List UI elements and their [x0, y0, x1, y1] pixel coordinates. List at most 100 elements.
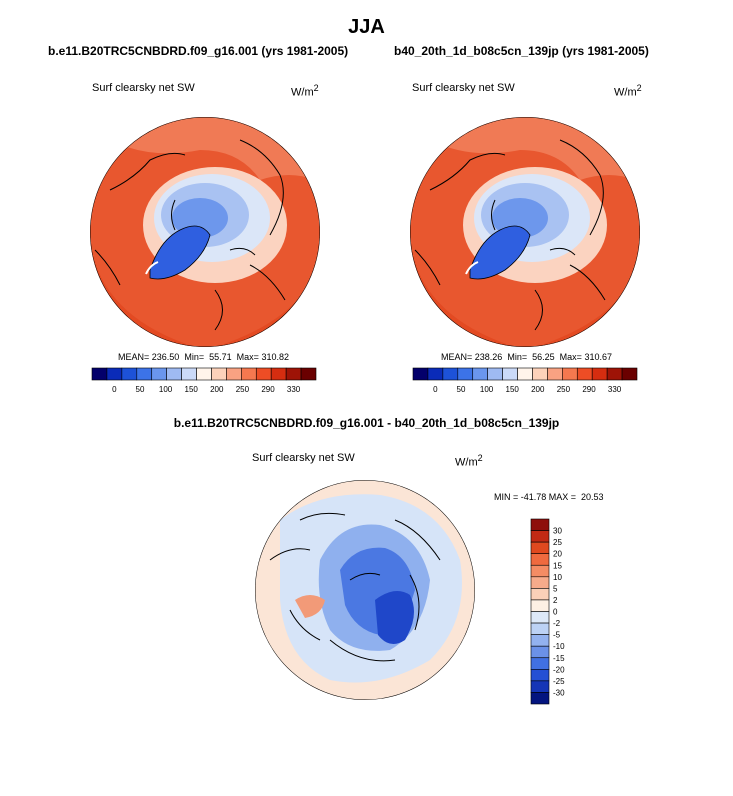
panel1-colorbar-box-4 — [151, 367, 167, 381]
panel1-colorbar-tick-2: 100 — [159, 385, 173, 394]
diff-colorbar-tick-3: 15 — [553, 561, 562, 570]
diff-variable: Surf clearsky net SW — [252, 452, 355, 464]
panel2-colorbar: 0 50 100 150 200 250 290 330 — [412, 367, 638, 394]
panel1-colorbar-box-13 — [285, 367, 302, 381]
panel2-colorbar-box-7 — [517, 367, 533, 381]
panel2-colorbar-tick-5: 250 — [557, 385, 571, 394]
panel2-colorbar-box-13 — [606, 367, 623, 381]
diff-colorbar-box-9 — [530, 622, 550, 635]
diff-colorbar-box-10 — [530, 634, 550, 647]
diff-warm-patch — [295, 595, 325, 618]
panel1-colorbar-box-5 — [166, 367, 182, 381]
diff-title: b.e11.B20TRC5CNBDRD.f09_g16.001 - b40_20… — [173, 416, 560, 430]
panel2-colorbar-box-12 — [591, 367, 608, 381]
diff-colorbar-tick-2: 20 — [553, 550, 562, 559]
panel2-colorbar-tick-6: 290 — [582, 385, 596, 394]
diff-colorbar-tick-10: -10 — [553, 642, 565, 651]
panel2-variable: Surf clearsky net SW — [412, 82, 515, 94]
panel1-coast-a — [109, 139, 286, 331]
panel2-colorbar-box-11 — [576, 367, 593, 381]
panel1-colorbar-tick-6: 290 — [261, 385, 275, 394]
panel1-colorbar-tick-4: 200 — [210, 385, 224, 394]
diff-colorbar-box-4 — [530, 564, 550, 578]
diff-colorbar-box-3 — [530, 553, 550, 566]
panel2-coast-a — [429, 139, 606, 331]
panel1-greenland-rim — [145, 261, 159, 275]
panel2-colorbar-tick-7: 330 — [608, 385, 622, 394]
panel1-colorbar-box-9 — [226, 367, 242, 381]
panel1-colorbar-tick-1: 50 — [136, 385, 145, 394]
page-title: JJA — [348, 16, 385, 38]
diff-minmax: MIN = -41.78 MAX = 20.53 — [494, 492, 604, 502]
diff-colorbar-box-6 — [530, 588, 550, 601]
panel1-colorbar-box-11 — [255, 367, 272, 381]
diff-map — [255, 480, 475, 700]
panel2-title: b40_20th_1d_b08c5cn_139jp (yrs 1981-2005… — [394, 44, 649, 58]
panel2-colorbar-box-14 — [621, 367, 638, 381]
diff-colorbar-tick-8: -2 — [553, 619, 561, 628]
diff-colorbar-box-1 — [530, 530, 550, 543]
panel1-colorbar-tick-3: 150 — [185, 385, 199, 394]
diff-colorbar-tick-4: 10 — [553, 573, 562, 582]
panel2-colorbar-box-5 — [487, 367, 503, 381]
panel1-colorbar-box-3 — [136, 367, 153, 381]
diff-colorbar-tick-11: -15 — [553, 654, 565, 663]
panel2-colorbar-box-9 — [547, 367, 563, 381]
panel2-colorbar-box-0 — [412, 367, 429, 381]
diff-colorbar-tick-13: -25 — [553, 677, 565, 686]
panel1-greenland — [149, 225, 211, 280]
panel2-colorbar-box-4 — [472, 367, 488, 381]
panel2-units: W/m2 — [614, 83, 642, 99]
diff-colorbar-box-2 — [530, 541, 550, 554]
diff-colorbar-tick-9: -5 — [553, 631, 561, 640]
diff-colorbar-tick-5: 5 — [553, 584, 558, 593]
diff-colorbar-tick-6: 2 — [553, 596, 558, 605]
panel2-colorbar-box-8 — [532, 367, 548, 381]
diff-colorbar-tick-14: -30 — [553, 688, 565, 697]
panel2-colorbar-tick-0: 0 — [433, 385, 438, 394]
diff-colorbar-tick-7: 0 — [553, 608, 558, 617]
panel2-map — [410, 117, 640, 347]
panel1-colorbar-box-0 — [91, 367, 108, 381]
panel2-colorbar-box-2 — [442, 367, 459, 381]
panel1-colorbar-box-1 — [106, 367, 123, 381]
panel1-colorbar-box-8 — [211, 367, 227, 381]
diff-colorbar-box-8 — [530, 611, 550, 624]
diff-colorbar-box-11 — [530, 645, 550, 659]
diff-units: W/m2 — [455, 453, 483, 469]
panel1-variable: Surf clearsky net SW — [92, 82, 195, 94]
panel2-colorbar-tick-3: 150 — [506, 385, 520, 394]
diff-colorbar-tick-0: 30 — [553, 527, 562, 536]
diff-colorbar-box-7 — [530, 599, 550, 612]
diff-colorbar-box-5 — [530, 576, 550, 589]
panel1-colorbar-tick-5: 250 — [236, 385, 250, 394]
panel1-colorbar-box-12 — [270, 367, 287, 381]
diff-colorbar-box-13 — [530, 669, 550, 682]
panel1-colorbar-tick-0: 0 — [112, 385, 117, 394]
panel2-colorbar-tick-1: 50 — [457, 385, 466, 394]
panel1-colorbar-box-14 — [300, 367, 317, 381]
panel1-colorbar-tick-7: 330 — [287, 385, 301, 394]
panel2-greenland — [469, 225, 531, 280]
panel1-colorbar: 0 50 100 150 200 250 290 330 — [91, 367, 317, 394]
panel2-stats: MEAN= 238.26 Min= 56.25 Max= 310.67 — [441, 352, 612, 362]
panel1-stats: MEAN= 236.50 Min= 55.71 Max= 310.82 — [118, 352, 289, 362]
panel1-map — [90, 117, 320, 347]
panel2-colorbar-tick-2: 100 — [480, 385, 494, 394]
diff-colorbar-box-0 — [530, 518, 550, 531]
diff-colorbar-box-15 — [530, 692, 550, 705]
panel2-colorbar-box-10 — [562, 367, 578, 381]
panel1-title: b.e11.B20TRC5CNBDRD.f09_g16.001 (yrs 198… — [48, 44, 349, 58]
panel2-colorbar-box-6 — [502, 367, 518, 381]
diff-colorbar-box-12 — [530, 657, 550, 670]
panel2-greenland-rim — [465, 261, 479, 275]
diff-colorbar-tick-1: 25 — [553, 538, 562, 547]
panel1-colorbar-box-2 — [121, 367, 138, 381]
panel1-colorbar-box-7 — [196, 367, 212, 381]
panel1-units: W/m2 — [291, 83, 319, 99]
panel1-colorbar-box-10 — [241, 367, 257, 381]
panel2-colorbar-box-1 — [427, 367, 444, 381]
diff-colorbar-tick-12: -20 — [553, 665, 565, 674]
